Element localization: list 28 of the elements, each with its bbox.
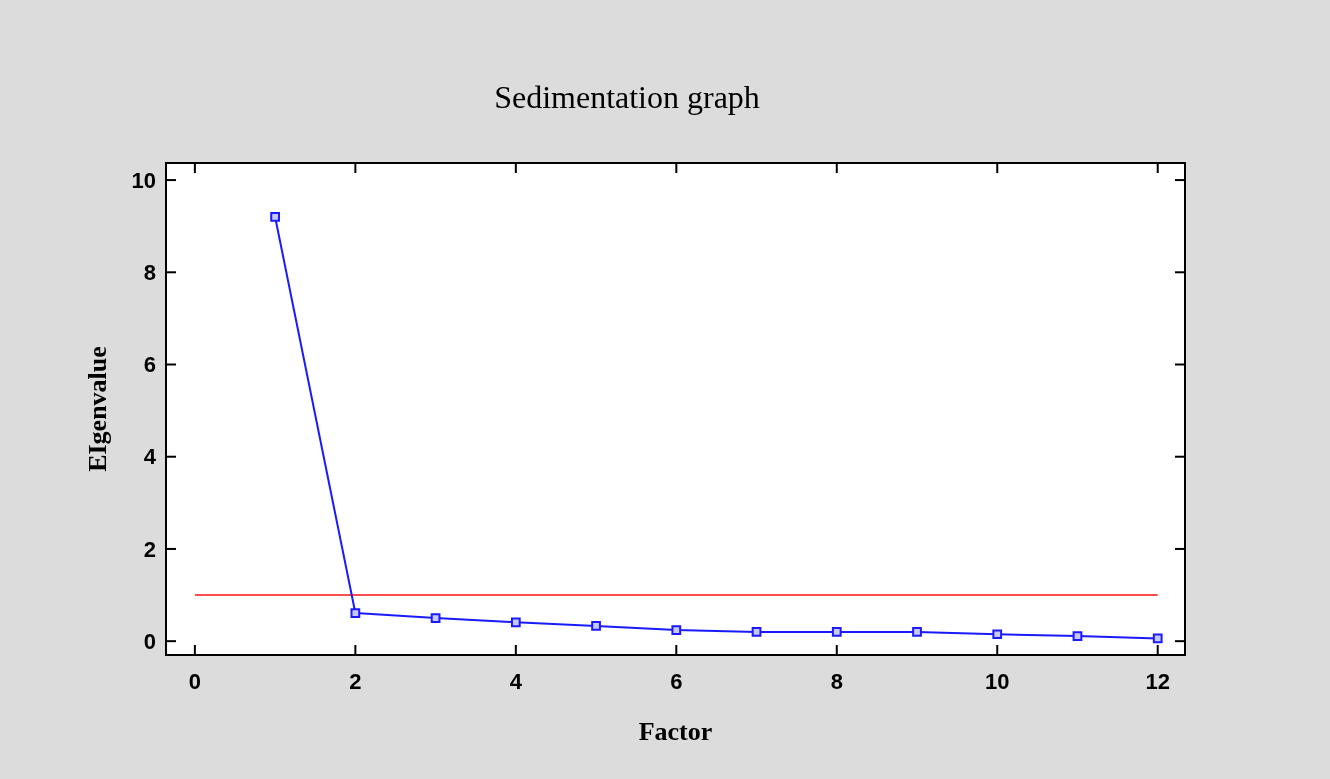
y-tick-label: 10 [131, 167, 156, 193]
y-tick-label: 4 [143, 444, 157, 470]
x-tick-label: 10 [985, 669, 1010, 694]
point [1072, 631, 1083, 641]
y-tick-label: 0 [143, 628, 156, 654]
y-tick-label: 8 [143, 259, 156, 285]
x-axis-title: Factor [638, 717, 713, 746]
x-tick-label: 2 [349, 669, 362, 694]
x-tick-label: 4 [509, 669, 523, 694]
x-tick-label: 6 [670, 669, 683, 694]
x-tick-label: 0 [188, 669, 202, 694]
point [912, 627, 922, 637]
point [751, 627, 762, 637]
y-axis-title: EIgenvalue [83, 346, 112, 472]
y-tick-label: 6 [143, 352, 156, 378]
point [510, 617, 521, 628]
point [992, 629, 1003, 640]
point [671, 625, 682, 635]
point [350, 608, 361, 618]
point [270, 212, 280, 222]
chart-title: Sedimentation graph [494, 79, 760, 115]
x-tick-label: 8 [830, 669, 843, 694]
y-tick-label: 2 [143, 536, 156, 562]
point [591, 621, 601, 631]
point [1152, 633, 1163, 644]
point [831, 627, 842, 637]
point [430, 613, 441, 623]
x-tick-label: 12 [1145, 669, 1170, 694]
